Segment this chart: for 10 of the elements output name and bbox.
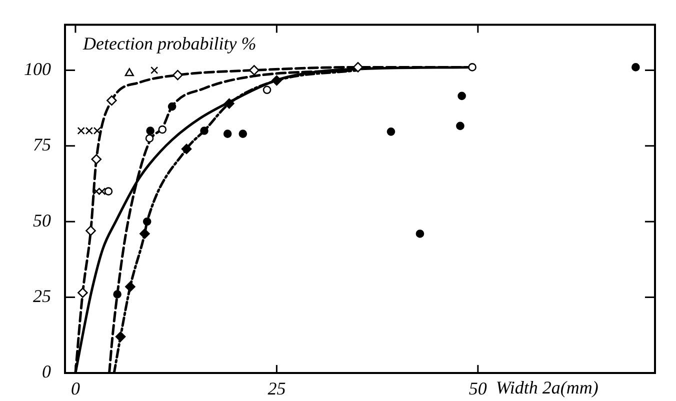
y-tick-label: 100: [24, 58, 51, 79]
y-tick-label: 0: [42, 362, 51, 382]
y-tick-label: 75: [33, 134, 51, 155]
x-tick-label: 0: [70, 378, 80, 399]
x-tick-label: 25: [268, 378, 286, 399]
x-tick-label: 50: [468, 378, 487, 399]
y-tick-label: 50: [33, 210, 51, 230]
y-axis-title: Detection probability %: [82, 34, 256, 54]
y-tick-label: 25: [33, 286, 51, 306]
x-axis-title: Width 2a(mm): [496, 378, 598, 398]
